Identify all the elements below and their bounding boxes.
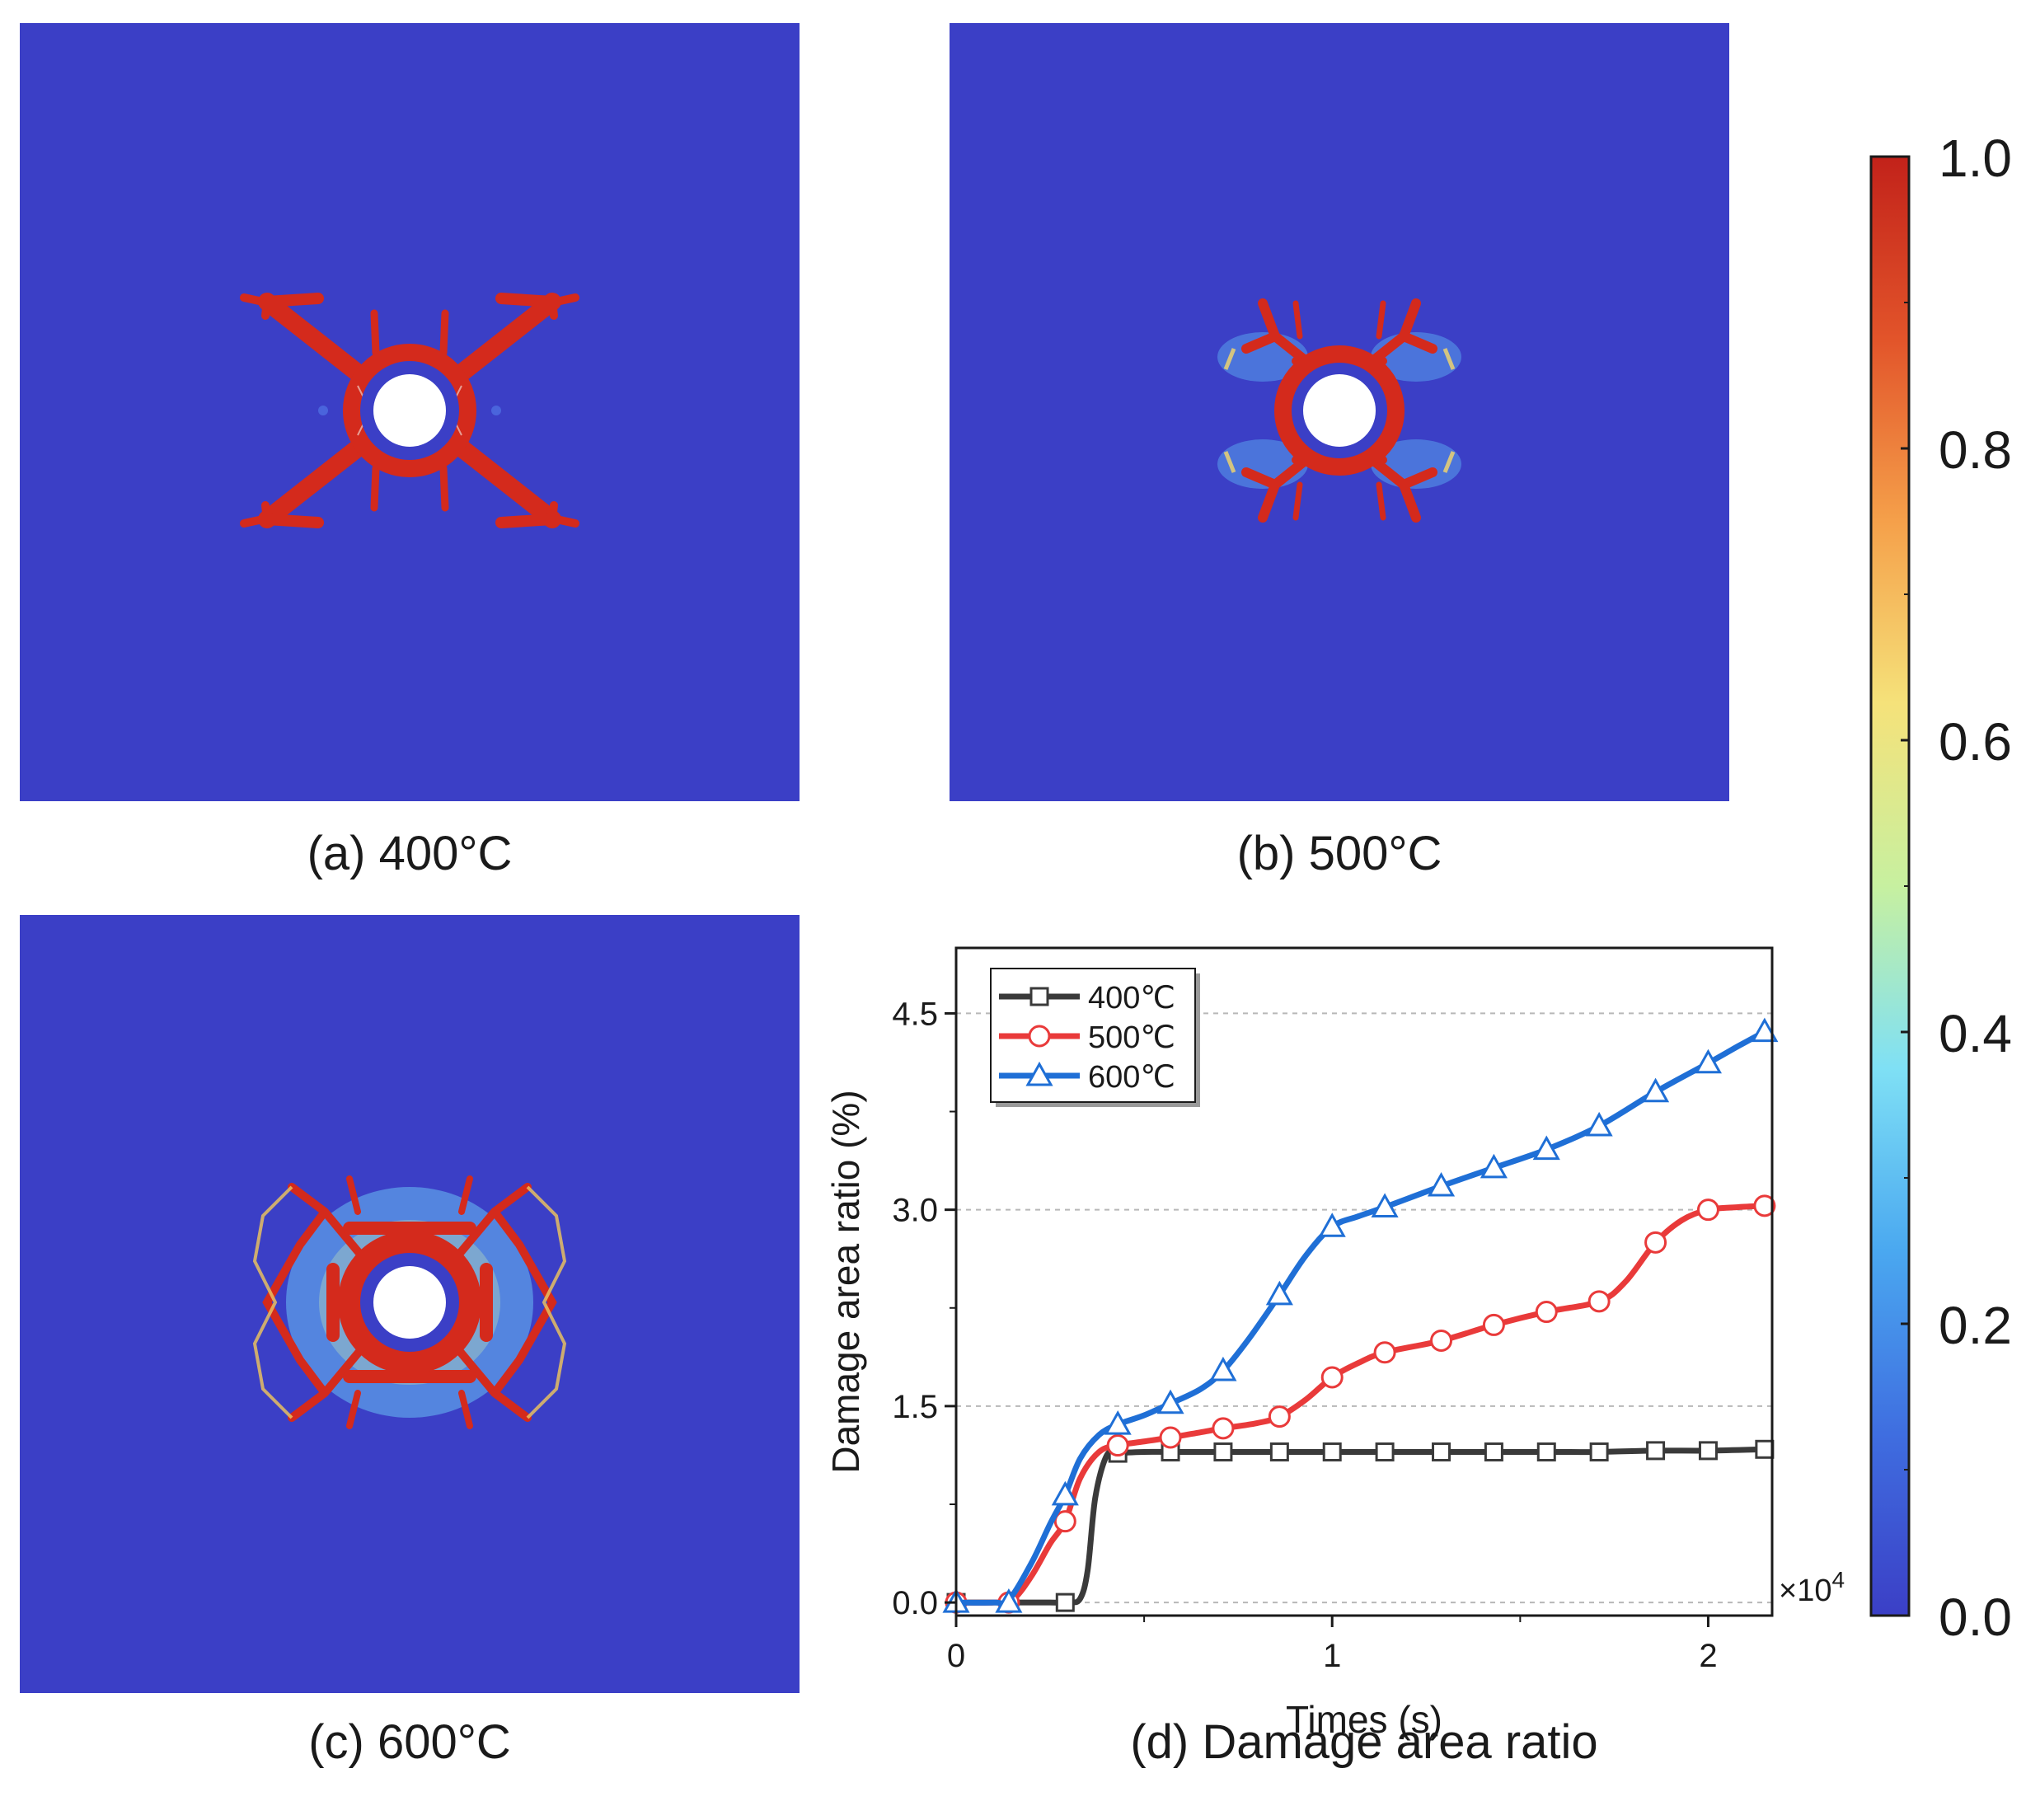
data-point-0 <box>1698 1441 1718 1461</box>
series-line-2 <box>955 1029 1766 1607</box>
data-point-1 <box>1482 1313 1505 1336</box>
data-point-0 <box>1322 1442 1342 1461</box>
hole <box>373 1266 446 1339</box>
hole <box>373 374 446 447</box>
data-point-0 <box>1375 1442 1395 1461</box>
data-point-2 <box>1051 1480 1079 1506</box>
colorbar-tick-label: 0.8 <box>1939 420 2012 480</box>
y-tick-label: 0.0 <box>892 1585 938 1621</box>
series-line-1 <box>955 1203 1766 1606</box>
data-point-2 <box>1480 1153 1508 1179</box>
x-tick-label: 0 <box>947 1638 965 1674</box>
y-tick-label: 4.5 <box>892 996 938 1032</box>
data-point-1 <box>1696 1198 1719 1222</box>
legend-label: 400℃ <box>1088 981 1175 1016</box>
data-point-1 <box>1268 1405 1291 1428</box>
data-point-2 <box>995 1588 1023 1613</box>
axis-ticks: 0.0 1.5 3.0 4.5 0 1 2 <box>892 996 1717 1674</box>
legend: 400℃ 500℃ 600℃ <box>990 968 1200 1107</box>
data-point-1 <box>1159 1426 1182 1449</box>
x-axis-multiplier-base: ×10 <box>1779 1574 1831 1608</box>
contour-plot-400 <box>20 23 800 801</box>
caption-a: (a) 400°C <box>307 827 513 880</box>
data-point-2 <box>1156 1389 1184 1414</box>
data-point-2 <box>1751 1017 1779 1043</box>
grid-lines <box>956 1012 1772 1604</box>
contour-plot-500 <box>950 23 1729 801</box>
colorbar-tick-label: 0.2 <box>1939 1296 2012 1355</box>
data-point-2 <box>1427 1171 1456 1197</box>
data-point-2 <box>1642 1077 1670 1103</box>
contour-plot-600 <box>20 915 800 1693</box>
legend-label: 600℃ <box>1088 1060 1175 1095</box>
data-point-2 <box>1209 1356 1237 1381</box>
data-point-0 <box>1589 1442 1609 1461</box>
legend-marker <box>1028 1025 1051 1048</box>
y-axis-label: Damage area ratio (%) <box>824 1090 867 1473</box>
data-point-1 <box>1587 1290 1611 1313</box>
colorbar-tick-label: 1.0 <box>1939 129 2012 188</box>
x-axis-multiplier: ×104 <box>1779 1567 1845 1608</box>
caption-d: (d) Damage area ratio <box>1130 1715 1598 1769</box>
colorbar-tick-label: 0.0 <box>1939 1588 2012 1647</box>
data-point-2 <box>1104 1410 1132 1435</box>
data-point-0 <box>1646 1441 1666 1461</box>
colorbar: 1.0 0.8 0.6 0.4 0.2 0.0 <box>1869 129 2012 1647</box>
damage-area-ratio-chart: 0.0 1.5 3.0 4.5 0 1 2 Damage area ratio (%) Ti… <box>824 946 1845 1741</box>
colorbar-gradient <box>1869 155 1911 1617</box>
data-point-1 <box>1430 1329 1453 1352</box>
data-point-1 <box>1644 1231 1667 1254</box>
data-point-1 <box>1212 1417 1235 1440</box>
colorbar-ticks: 1.0 0.8 0.6 0.4 0.2 0.0 <box>1901 129 2012 1647</box>
data-point-2 <box>1585 1111 1613 1137</box>
y-tick-label: 3.0 <box>892 1193 938 1229</box>
data-point-0 <box>1755 1439 1775 1459</box>
data-point-1 <box>1320 1366 1344 1389</box>
data-point-2 <box>1371 1193 1399 1217</box>
x-axis-multiplier-exponent: 4 <box>1831 1567 1845 1592</box>
series-group <box>942 1017 1779 1614</box>
crack-pattern-light <box>1223 348 1456 473</box>
data-point-2 <box>1318 1213 1346 1237</box>
x-tick-label: 1 <box>1323 1638 1341 1674</box>
data-point-2 <box>1694 1048 1723 1074</box>
crack-pattern-outer <box>252 1185 567 1419</box>
legend-marker <box>1029 987 1049 1006</box>
data-point-0 <box>1213 1442 1233 1461</box>
y-tick-label: 1.5 <box>892 1389 938 1425</box>
data-point-1 <box>1753 1194 1776 1217</box>
side-spot <box>318 406 328 415</box>
data-point-0 <box>1432 1442 1451 1461</box>
data-point-2 <box>1265 1280 1293 1306</box>
data-point-0 <box>1055 1592 1075 1612</box>
hole <box>1303 374 1376 447</box>
crack-pattern <box>262 1175 557 1429</box>
data-point-1 <box>1535 1301 1558 1324</box>
x-axis-label: Times (s) <box>1286 1698 1442 1741</box>
caption-b: (b) 500°C <box>1236 827 1442 880</box>
legend-marker <box>1025 1061 1053 1086</box>
crack-pattern <box>1241 298 1437 523</box>
data-point-1 <box>1106 1434 1129 1457</box>
data-point-1 <box>1053 1510 1076 1533</box>
series-line-0 <box>956 1446 1765 1606</box>
data-point-0 <box>1536 1442 1556 1461</box>
side-spot <box>491 406 501 415</box>
data-point-0 <box>1484 1442 1503 1461</box>
caption-c: (c) 600°C <box>308 1715 511 1769</box>
colorbar-tick-label: 0.6 <box>1939 712 2012 772</box>
x-tick-label: 2 <box>1699 1638 1717 1674</box>
data-point-2 <box>1532 1135 1560 1161</box>
data-point-0 <box>1269 1442 1289 1461</box>
legend-label: 500℃ <box>1088 1020 1175 1055</box>
colorbar-tick-label: 0.4 <box>1939 1004 2012 1063</box>
plot-frame <box>954 946 1774 1617</box>
data-point-1 <box>1373 1341 1396 1364</box>
